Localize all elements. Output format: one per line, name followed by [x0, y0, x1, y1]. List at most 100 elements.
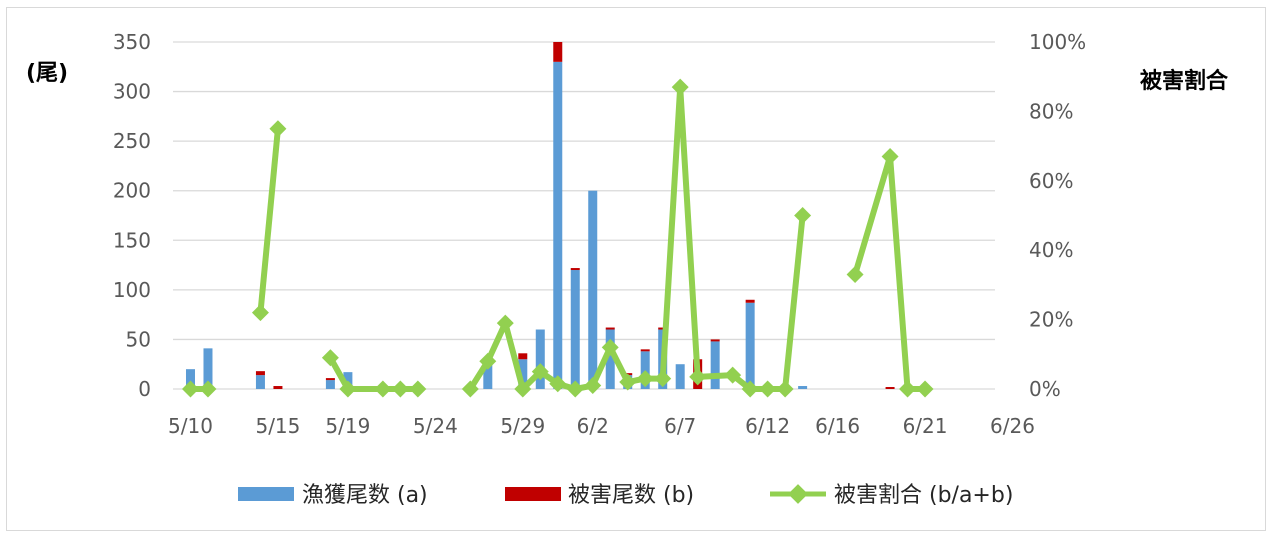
ratio-marker — [584, 377, 602, 395]
bar-catch — [203, 348, 213, 389]
ratio-marker — [531, 363, 549, 381]
ratio-marker — [461, 380, 479, 398]
bar-catch — [518, 359, 528, 389]
left-tick-label: 200 — [113, 179, 151, 203]
bar-catch — [605, 329, 615, 389]
legend-label-damage: 被害尾数 (b) — [568, 483, 694, 508]
bar-catch — [570, 270, 580, 389]
bar-catch — [675, 364, 685, 389]
ratio-marker — [566, 380, 584, 398]
bar-damage — [885, 387, 895, 389]
right-tick-label: 60% — [1029, 169, 1073, 193]
x-tick-label: 6/7 — [664, 414, 696, 438]
bar-damage — [553, 42, 563, 62]
x-tick-label: 5/19 — [325, 414, 370, 438]
gridlines — [173, 41, 995, 390]
ratio-marker — [759, 380, 777, 398]
x-tick-label: 5/29 — [500, 414, 545, 438]
bar-damage — [640, 349, 650, 352]
ratio-line-segment — [852, 153, 926, 392]
ratio-marker — [182, 380, 199, 398]
x-tick-label: 6/2 — [577, 414, 609, 438]
legend-swatch-ratio-marker — [788, 484, 808, 504]
bar-catch — [798, 386, 808, 389]
bar-damage — [255, 371, 265, 376]
x-tick-label: 6/26 — [990, 414, 1035, 438]
x-tick-label: 6/16 — [815, 414, 860, 438]
bar-damage — [570, 268, 580, 271]
ratio-marker — [899, 380, 917, 398]
ratio-marker — [496, 314, 514, 332]
right-axis-ticks: 100% 80% 60% 40% 20% 0% — [1029, 30, 1086, 401]
ratio-marker — [549, 375, 567, 393]
ratio-marker — [776, 380, 794, 398]
bar-catch — [185, 369, 195, 389]
ratio-marker — [794, 207, 812, 224]
bar-catch — [588, 190, 598, 389]
left-tick-label: 100 — [113, 278, 151, 302]
ratio-marker — [601, 338, 619, 356]
left-tick-label: 50 — [126, 327, 151, 351]
bar-catch — [483, 364, 493, 389]
ratio-marker — [654, 370, 672, 388]
left-tick-label: 300 — [113, 80, 151, 104]
bar-damage — [745, 299, 755, 303]
ratio-marker — [636, 370, 654, 388]
bar-damage — [710, 339, 720, 342]
left-axis-ticks: 350 300 250 200 150 100 50 0 — [113, 30, 151, 401]
right-tick-label: 0% — [1029, 377, 1061, 401]
ratio-marker — [479, 352, 497, 370]
bar-catch — [255, 375, 265, 389]
ratio-marker — [741, 380, 759, 398]
bar-damage — [325, 378, 335, 381]
right-tick-label: 80% — [1029, 99, 1073, 123]
bar-damage — [273, 386, 283, 389]
ratio-marker — [339, 380, 357, 398]
bar-catch — [535, 329, 545, 389]
x-tick-label: 6/21 — [903, 414, 948, 438]
ratio-marker — [671, 78, 689, 96]
left-axis-title: (尾) — [26, 61, 68, 86]
bar-catch — [745, 302, 755, 389]
ratio-marker — [199, 380, 217, 398]
ratio-marker — [251, 304, 269, 322]
right-axis-title: 被害割合 — [1140, 68, 1229, 94]
legend-label-catch: 漁獲尾数 (a) — [302, 483, 428, 508]
left-tick-label: 0 — [138, 377, 151, 401]
legend-swatch-damage — [505, 487, 561, 501]
ratio-marker — [724, 366, 742, 384]
chart-frame — [6, 7, 1266, 531]
x-axis-ticks: 5/10 5/15 5/19 5/24 5/29 6/2 6/7 6/12 6/16 6/21 6/… — [168, 414, 1035, 438]
x-tick-label: 5/10 — [168, 414, 213, 438]
x-tick-label: 5/24 — [413, 414, 458, 438]
right-tick-label: 20% — [1029, 308, 1073, 332]
x-tick-label: 5/15 — [255, 414, 300, 438]
ratio-line — [182, 78, 934, 398]
legend-swatch-catch — [238, 487, 294, 501]
ratio-line-segment — [257, 128, 281, 313]
bar-catch — [710, 341, 720, 389]
ratio-marker — [269, 120, 287, 138]
bar-catch — [553, 61, 563, 389]
bar-damage — [518, 353, 528, 360]
legend-label-ratio: 被害割合 (b/a+b) — [834, 483, 1013, 508]
left-tick-label: 350 — [113, 30, 151, 54]
ratio-marker — [846, 266, 864, 283]
ratio-marker — [409, 380, 427, 398]
bar-catch — [325, 380, 335, 389]
ratio-marker — [916, 380, 934, 398]
ratio-marker — [619, 373, 637, 391]
ratio-marker — [374, 380, 392, 398]
bar-damage — [605, 327, 615, 330]
right-tick-label: 40% — [1029, 238, 1073, 262]
left-tick-label: 150 — [113, 228, 151, 252]
ratio-marker — [514, 380, 532, 398]
ratio-marker — [391, 380, 409, 398]
ratio-marker — [321, 349, 339, 367]
x-tick-label: 6/12 — [745, 414, 790, 438]
bars — [185, 42, 930, 389]
legend: 漁獲尾数 (a) 被害尾数 (b) 被害割合 (b/a+b) — [238, 483, 1013, 508]
ratio-marker — [689, 368, 707, 386]
ratio-marker — [881, 148, 899, 165]
